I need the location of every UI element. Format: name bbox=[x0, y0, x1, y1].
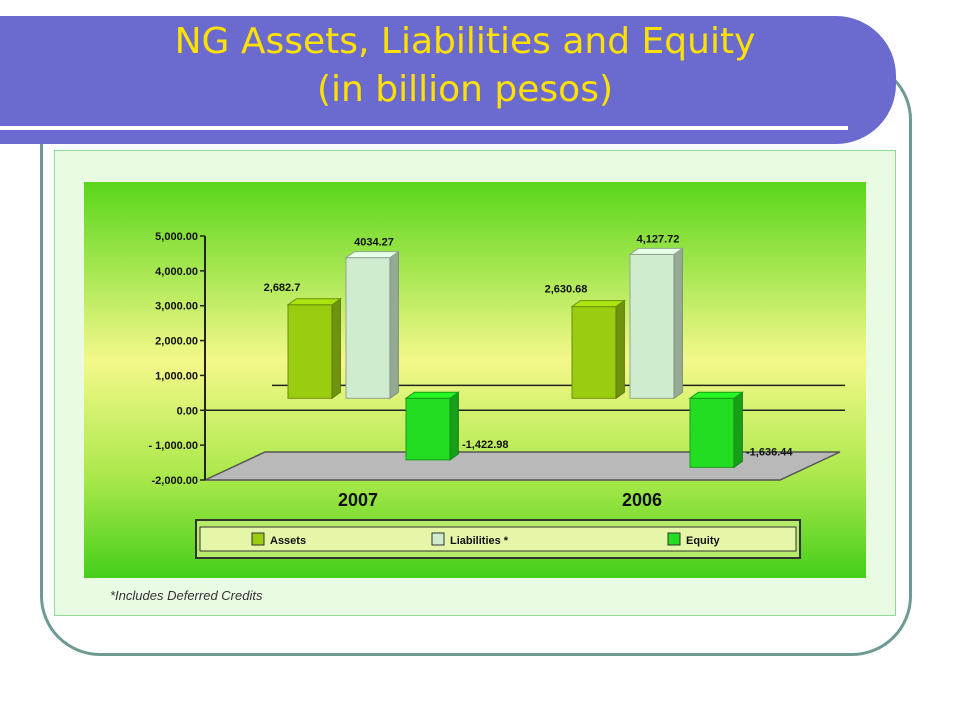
legend-label: Equity bbox=[686, 535, 720, 547]
x-category-label: 2006 bbox=[622, 490, 662, 510]
bar-value-label: -1,636.44 bbox=[746, 446, 793, 458]
bar-value-label: 2,682.7 bbox=[264, 282, 301, 294]
bar bbox=[287, 304, 333, 399]
y-tick-label: 1,000.00 bbox=[155, 370, 198, 382]
title-underline bbox=[0, 126, 848, 130]
bar-side bbox=[673, 247, 683, 400]
title-line-1: NG Assets, Liabilities and Equity bbox=[174, 21, 756, 62]
bar-side bbox=[389, 250, 399, 400]
y-tick-label: 4,000.00 bbox=[155, 266, 198, 278]
slide-title: NG Assets, Liabilities and Equity (in bi… bbox=[0, 18, 930, 114]
title-line-2: (in billion pesos) bbox=[316, 69, 614, 110]
footnote: *Includes Deferred Credits bbox=[110, 588, 263, 603]
bar-top bbox=[286, 298, 342, 306]
legend-inner bbox=[199, 526, 797, 552]
bar-side bbox=[615, 299, 625, 400]
chart-background bbox=[84, 182, 866, 578]
bar-top bbox=[344, 251, 400, 259]
bar-side bbox=[733, 391, 743, 469]
bar-value-label: 2,630.68 bbox=[545, 284, 588, 296]
bar bbox=[689, 397, 735, 468]
bar bbox=[571, 306, 617, 399]
bar bbox=[345, 257, 391, 399]
y-tick-label: 3,000.00 bbox=[155, 301, 198, 313]
y-tick-label: - 1,000.00 bbox=[148, 440, 198, 452]
x-category-label: 2007 bbox=[338, 490, 378, 510]
bar-top bbox=[628, 247, 684, 255]
y-tick-label: 5,000.00 bbox=[155, 231, 198, 243]
bar-top bbox=[404, 391, 460, 399]
y-tick-label: -2,000.00 bbox=[152, 475, 198, 487]
y-tick-label: 2,000.00 bbox=[155, 336, 198, 348]
legend-swatch bbox=[251, 532, 265, 546]
title-bar bbox=[0, 16, 896, 144]
legend-label: Assets bbox=[270, 535, 306, 547]
bar-value-label: 4,127.72 bbox=[637, 233, 680, 245]
bar bbox=[629, 253, 675, 399]
bar-value-label: 4034.27 bbox=[354, 237, 394, 249]
y-tick-label: 0.00 bbox=[177, 405, 198, 417]
legend-label: Liabilities * bbox=[450, 535, 509, 547]
bar-side bbox=[449, 391, 459, 461]
legend-swatch bbox=[431, 532, 445, 546]
legend-swatch bbox=[667, 532, 681, 546]
bar-top bbox=[688, 391, 744, 399]
chart-plot: 5,000.00 4,000.00 3,000.00 2,000.00 1,000.00… bbox=[148, 231, 845, 559]
bar-top bbox=[570, 300, 626, 308]
bar bbox=[405, 397, 451, 461]
bar-side bbox=[331, 297, 341, 400]
chart-floor bbox=[204, 451, 841, 481]
bar-value-label: -1,422.98 bbox=[462, 439, 508, 451]
